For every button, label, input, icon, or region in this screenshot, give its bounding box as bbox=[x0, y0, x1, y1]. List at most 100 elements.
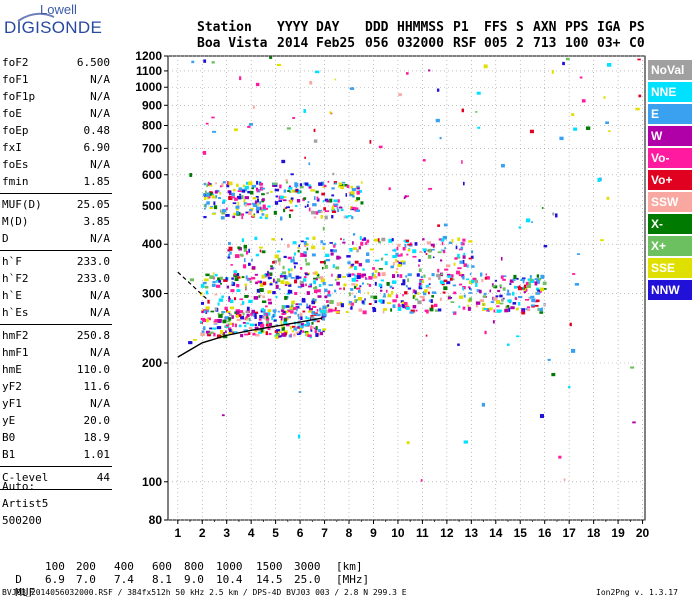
echo-point bbox=[229, 313, 232, 317]
echo-point bbox=[374, 281, 377, 286]
echo-point bbox=[379, 289, 383, 292]
echo-point bbox=[234, 311, 237, 314]
echo-point bbox=[262, 309, 266, 313]
echo-point bbox=[313, 289, 318, 294]
header-value-ffs: 005 bbox=[484, 36, 508, 51]
echo-point bbox=[277, 257, 281, 262]
echo-point bbox=[282, 265, 285, 270]
echo-point bbox=[311, 300, 316, 305]
echo-point bbox=[266, 312, 271, 316]
echo-point bbox=[259, 288, 264, 293]
echo-point bbox=[539, 287, 544, 292]
echo-point bbox=[382, 310, 385, 314]
echo-point bbox=[293, 252, 296, 256]
echo-point bbox=[312, 203, 317, 207]
echo-point bbox=[351, 263, 355, 266]
param-separator bbox=[0, 193, 112, 194]
echo-point bbox=[384, 261, 388, 266]
echo-point bbox=[374, 300, 378, 304]
param-name: foE bbox=[2, 107, 22, 120]
echo-point bbox=[576, 253, 581, 255]
echo-point bbox=[337, 274, 342, 278]
echo-point bbox=[308, 310, 312, 313]
y-tick-label: 1100 bbox=[136, 64, 162, 78]
echo-point bbox=[387, 294, 392, 298]
echo-point bbox=[374, 259, 380, 262]
echo-point bbox=[244, 287, 248, 290]
param-row: h`E N/A bbox=[2, 287, 110, 305]
echo-point bbox=[289, 199, 293, 204]
echo-point bbox=[249, 123, 253, 126]
legend-item: SSE bbox=[648, 258, 692, 278]
header-value-ddd: 056 bbox=[365, 36, 389, 51]
legend-item: W bbox=[648, 126, 692, 146]
echo-point bbox=[303, 197, 307, 200]
echo-point bbox=[278, 335, 282, 338]
echo-point bbox=[350, 185, 354, 189]
echo-point bbox=[223, 279, 228, 282]
echo-point bbox=[562, 61, 565, 66]
echo-point bbox=[291, 300, 295, 305]
echo-point bbox=[399, 274, 403, 278]
echo-point bbox=[290, 173, 294, 176]
echo-point bbox=[441, 249, 443, 252]
echo-point bbox=[329, 299, 334, 304]
echo-point bbox=[250, 190, 254, 195]
echo-point bbox=[421, 279, 425, 284]
echo-point bbox=[313, 327, 316, 330]
echo-point bbox=[320, 261, 325, 264]
auto-code: 500200 bbox=[2, 514, 42, 527]
echo-point bbox=[311, 326, 315, 329]
echo-point bbox=[214, 190, 218, 194]
echo-point bbox=[355, 300, 357, 303]
echo-point bbox=[352, 233, 356, 236]
echo-point bbox=[331, 210, 337, 213]
echo-point bbox=[311, 312, 315, 315]
echo-point bbox=[523, 287, 528, 292]
echo-point bbox=[253, 296, 259, 300]
echo-point bbox=[281, 312, 286, 316]
echo-point bbox=[402, 261, 406, 265]
echo-point bbox=[418, 264, 420, 267]
muf-value-cell: 8.1 bbox=[152, 573, 172, 586]
echo-point bbox=[300, 283, 305, 288]
echo-point bbox=[203, 59, 207, 63]
echo-point bbox=[339, 184, 344, 187]
echo-point bbox=[321, 266, 324, 270]
echo-point bbox=[234, 323, 237, 328]
echo-point bbox=[526, 306, 531, 309]
echo-point bbox=[202, 281, 207, 285]
echo-point bbox=[317, 209, 323, 214]
echo-point bbox=[221, 295, 224, 299]
echo-point bbox=[256, 198, 259, 203]
echo-point bbox=[297, 189, 301, 194]
x-tick-label: 20 bbox=[636, 526, 650, 540]
echo-point bbox=[420, 285, 423, 288]
echo-point bbox=[351, 188, 357, 192]
echo-point bbox=[432, 245, 435, 248]
echo-point bbox=[364, 298, 366, 301]
echo-point bbox=[272, 185, 276, 187]
echo-point bbox=[510, 306, 515, 310]
echo-point bbox=[500, 275, 504, 279]
echo-point bbox=[357, 296, 363, 301]
echo-point bbox=[306, 291, 310, 295]
echo-point bbox=[246, 203, 252, 206]
echo-point bbox=[322, 328, 327, 331]
echo-point bbox=[240, 315, 245, 320]
echo-point bbox=[320, 278, 325, 283]
echo-point bbox=[212, 280, 216, 284]
echo-point bbox=[512, 291, 515, 296]
echo-point bbox=[377, 272, 381, 277]
echo-point bbox=[251, 258, 253, 262]
echo-point bbox=[369, 139, 372, 144]
echo-point bbox=[222, 181, 226, 184]
echo-point bbox=[246, 278, 250, 281]
echo-point bbox=[245, 310, 249, 314]
echo-point bbox=[287, 268, 291, 272]
x-tick-label: 4 bbox=[248, 526, 255, 540]
echo-point bbox=[521, 277, 526, 280]
echo-point bbox=[481, 278, 484, 283]
echo-point bbox=[299, 280, 304, 284]
echo-point bbox=[258, 295, 261, 298]
